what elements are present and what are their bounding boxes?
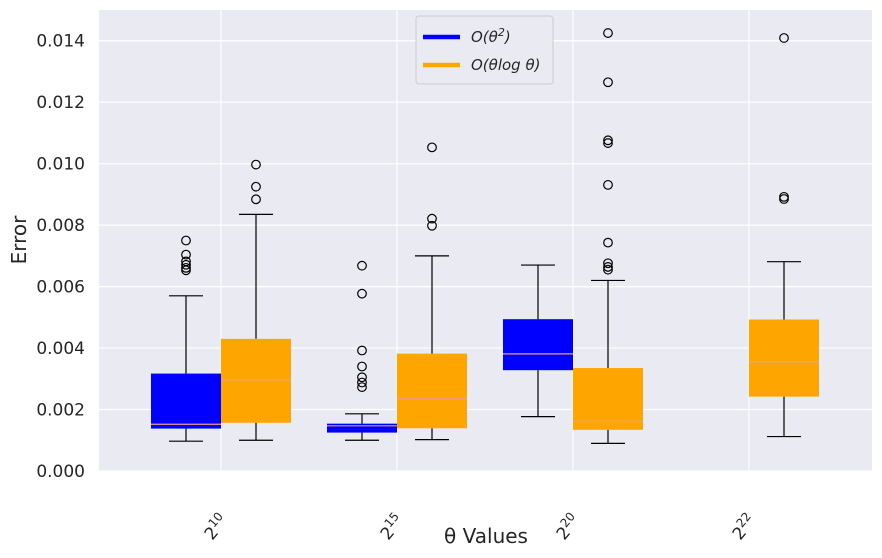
y-tick-label: 0.014 — [36, 32, 85, 52]
outlier-point — [603, 237, 613, 248]
outlier-point — [427, 142, 437, 153]
y-tick-label: 0.000 — [36, 462, 85, 482]
box-body — [221, 338, 291, 423]
box-body — [573, 368, 643, 430]
outlier-point — [603, 135, 613, 146]
box-1-0 — [221, 159, 291, 441]
x-tick-label: 210 — [198, 509, 232, 544]
y-tick-labels: 0.000 0.002 0.004 0.006 0.008 0.010 0.012 0.014 — [36, 32, 85, 482]
x-tick-label: 220 — [550, 509, 584, 544]
outlier-point — [181, 262, 191, 273]
outlier-point — [357, 372, 367, 383]
outlier-point — [357, 382, 367, 392]
y-tick-label: 0.010 — [36, 155, 85, 175]
outlier-point — [357, 377, 367, 388]
outlier-point — [251, 181, 261, 192]
outlier-point — [181, 235, 191, 246]
box-body — [397, 353, 467, 429]
y-tick-label: 0.002 — [36, 401, 85, 421]
outlier-point — [603, 262, 613, 272]
legend: O(θ2) O(θlog θ) — [415, 15, 554, 85]
x-tick-label: 215 — [374, 509, 408, 544]
x-tick-label: 222 — [726, 509, 760, 544]
outlier-point — [357, 345, 367, 356]
outlier-point — [603, 179, 613, 190]
legend-label: O(θlog θ) — [471, 56, 541, 74]
outlier-point — [357, 260, 367, 271]
box-0-2 — [503, 264, 573, 418]
outlier-point — [251, 194, 261, 205]
outlier-point — [603, 28, 613, 38]
outlier-point — [779, 191, 789, 202]
y-tick-label: 0.008 — [36, 216, 85, 236]
y-tick-label: 0.012 — [36, 93, 85, 113]
y-tick-label: 0.004 — [36, 339, 85, 359]
outlier-point — [427, 213, 437, 224]
x-axis-title: θ Values — [444, 524, 528, 548]
box-1-1 — [397, 142, 467, 441]
outlier-point — [357, 361, 367, 372]
outlier-point — [603, 138, 613, 148]
outlier-point — [603, 77, 613, 88]
outlier-point — [603, 264, 613, 275]
y-axis-title: Error — [7, 215, 31, 265]
box-0-1 — [327, 260, 397, 441]
outlier-point — [427, 220, 437, 231]
box-body — [327, 423, 397, 433]
outlier-point — [181, 249, 191, 260]
box-1-3 — [749, 33, 819, 438]
outlier-point — [181, 259, 191, 270]
outlier-point — [251, 159, 261, 170]
outlier-point — [603, 258, 613, 269]
outlier-point — [779, 33, 789, 43]
legend-label: O(θ2) — [471, 26, 511, 46]
outlier-point — [181, 256, 191, 267]
outlier-point — [357, 288, 367, 299]
y-tick-label: 0.006 — [36, 278, 85, 298]
boxes-layer — [151, 28, 819, 444]
box-body — [503, 319, 573, 371]
box-1-2 — [573, 28, 643, 444]
box-0-0 — [151, 235, 221, 442]
box-body — [749, 319, 819, 397]
box-body — [151, 373, 221, 429]
